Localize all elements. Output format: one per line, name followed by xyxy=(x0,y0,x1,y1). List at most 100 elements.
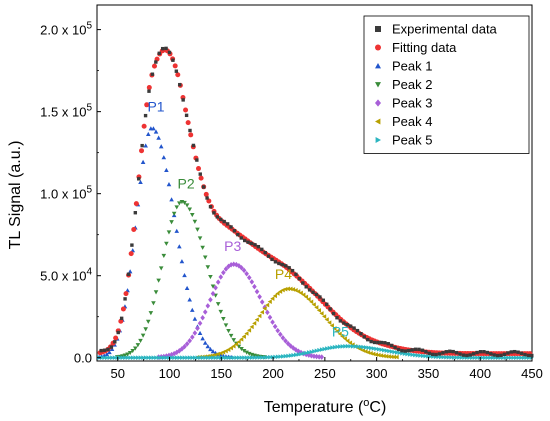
peak-1-point xyxy=(200,336,205,341)
peak-5-point xyxy=(521,355,527,361)
x-tick-label-350: 350 xyxy=(418,366,440,381)
peak-5-point xyxy=(156,355,161,361)
peak-3-point xyxy=(254,288,260,295)
peak-4-point xyxy=(337,331,342,337)
peak-3-point xyxy=(192,330,198,336)
peak-5-point xyxy=(405,351,410,357)
peak-4-point xyxy=(379,353,384,358)
peak-5-point xyxy=(480,355,485,360)
experimental-point xyxy=(475,350,479,355)
experimental-point xyxy=(260,247,264,252)
experimental-point xyxy=(113,340,117,344)
experimental-point xyxy=(174,69,179,73)
peak-5-point xyxy=(483,355,488,360)
experimental-point xyxy=(413,347,418,351)
peak-5-point xyxy=(397,350,402,356)
peak-4-point xyxy=(290,287,296,292)
experimental-point xyxy=(102,348,107,352)
peak-5-point xyxy=(330,345,335,350)
peak-4-point xyxy=(239,337,244,342)
fitting-point xyxy=(206,198,212,204)
peak-5-point xyxy=(503,355,508,361)
peak-4-point xyxy=(285,286,290,292)
peak-5-point xyxy=(182,355,187,361)
experimental-point xyxy=(181,98,185,102)
experimental-point xyxy=(157,51,161,56)
peak-4-point xyxy=(334,328,340,334)
peak-5-point xyxy=(353,344,358,349)
peak-3-point xyxy=(182,343,187,350)
experimental-point xyxy=(225,222,230,226)
peak-5-point xyxy=(190,355,195,361)
peak-2-point xyxy=(158,266,164,271)
experimental-point xyxy=(362,335,367,339)
peak-1-point xyxy=(153,129,159,134)
peak-2-point xyxy=(177,201,182,206)
peak-4-point xyxy=(301,292,306,298)
experimental-point xyxy=(263,250,267,255)
peak-1-point xyxy=(151,126,156,131)
experimental-point xyxy=(338,319,343,323)
experimental-point xyxy=(516,350,520,354)
peak-5-point xyxy=(332,344,337,350)
peak-5-point xyxy=(314,348,319,354)
experimental-point xyxy=(106,347,110,352)
experimental-point xyxy=(417,347,421,352)
peak-5-point xyxy=(294,352,299,358)
experimental-point xyxy=(482,350,486,354)
peak-5-point xyxy=(203,355,208,361)
peak-4-point xyxy=(257,313,262,319)
peak-2-point xyxy=(169,220,174,225)
experimental-point xyxy=(246,240,250,244)
peak-4-point xyxy=(259,309,265,315)
peak-5-point xyxy=(361,344,366,350)
peak-5-point xyxy=(239,355,244,360)
peak-3-point xyxy=(205,303,211,309)
peak-5-point xyxy=(205,355,211,361)
legend-label-7: Peak 5 xyxy=(392,133,432,148)
peak-5-point xyxy=(125,355,130,361)
peak-2-point xyxy=(174,205,180,210)
peak-5-point xyxy=(208,355,213,361)
peak-2-point xyxy=(241,349,247,354)
x-tick-label-400: 400 xyxy=(469,366,491,381)
peak-4-point xyxy=(283,286,288,292)
legend-item-5: Peak 3 xyxy=(375,96,432,111)
peak-label-5: P5 xyxy=(332,323,349,339)
peak-4-point xyxy=(347,340,353,346)
peak-4-point xyxy=(394,354,399,360)
legend-item-4: Peak 2 xyxy=(375,77,432,92)
peak-5-point xyxy=(120,355,125,361)
peak-3-point xyxy=(257,294,262,300)
peak-2-point xyxy=(239,347,244,352)
experimental-point xyxy=(195,158,199,162)
peak-5-point xyxy=(415,353,420,358)
experimental-point xyxy=(123,297,127,301)
experimental-point xyxy=(277,261,281,266)
peak-4-point xyxy=(329,323,334,328)
peak-5-point xyxy=(301,351,306,356)
peak-5-point xyxy=(174,355,180,361)
peak-3-point xyxy=(270,319,275,325)
peak-5-point xyxy=(291,352,296,358)
peak-5-point xyxy=(164,355,169,361)
experimental-point xyxy=(147,89,151,93)
legend-marker-5 xyxy=(375,99,381,107)
experimental-point xyxy=(137,177,141,181)
peak-5-point xyxy=(516,355,521,361)
peak-1-point xyxy=(161,155,167,160)
experimental-point xyxy=(444,350,449,354)
experimental-point xyxy=(215,215,220,219)
peak-1-point xyxy=(189,307,195,312)
peak-5-point xyxy=(159,355,164,361)
experimental-point xyxy=(287,266,291,270)
peak-5-point xyxy=(237,355,242,360)
fitting-point xyxy=(141,123,147,129)
peak-3-point xyxy=(244,270,249,277)
experimental-point xyxy=(198,172,202,176)
peak-5-point xyxy=(348,343,353,349)
peak-5-point xyxy=(128,355,133,361)
plot-area: P1 P2 P3 P4 P5 xyxy=(96,4,534,362)
peak-5-point xyxy=(123,355,128,361)
peak-4-point xyxy=(366,350,371,355)
